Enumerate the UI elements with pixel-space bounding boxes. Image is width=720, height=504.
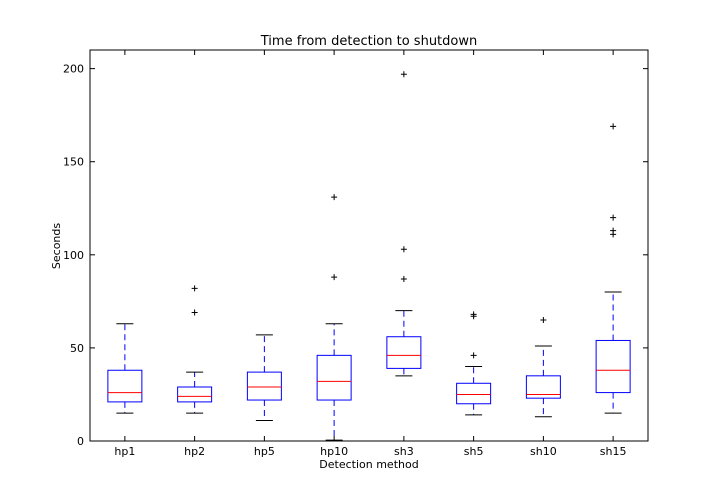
flier-point	[400, 71, 407, 78]
x-tick-label: hp2	[184, 445, 205, 458]
box-iqr	[456, 382, 492, 405]
flier-point	[610, 214, 617, 221]
flier-point	[610, 123, 617, 130]
plot-frame	[89, 49, 649, 442]
x-tick-label: sh10	[530, 445, 557, 458]
y-tick-label: 50	[70, 342, 84, 355]
box-iqr	[246, 371, 282, 401]
box-iqr	[595, 339, 631, 394]
x-tick-label: sh5	[464, 445, 484, 458]
flier-point	[191, 285, 198, 292]
y-tick-label: 0	[77, 435, 84, 448]
flier-point	[540, 316, 547, 323]
box-sh3	[386, 71, 422, 377]
x-tick-label: hp10	[320, 445, 348, 458]
box-sh5	[456, 311, 492, 416]
y-tick-label: 100	[63, 249, 84, 262]
x-axis-label: Detection method	[319, 458, 418, 471]
box-iqr	[316, 354, 352, 401]
flier-point	[331, 194, 338, 201]
box-iqr	[107, 369, 143, 403]
x-tick-label: sh3	[394, 445, 414, 458]
box-iqr	[525, 375, 561, 399]
x-tick-label: sh15	[600, 445, 627, 458]
box-iqr	[177, 386, 213, 403]
flier-point	[400, 276, 407, 283]
box-iqr	[386, 336, 422, 369]
box-hp5	[246, 334, 282, 422]
y-axis-label: Seconds	[50, 223, 63, 269]
box-hp2	[177, 285, 213, 414]
plot-area: 0 50 100 150 200 hp1 hp2 hp5 hp10 sh3 sh5 sh10 sh15	[63, 49, 649, 458]
box-hp1	[107, 323, 143, 414]
flier-point	[610, 227, 617, 234]
flier-point	[331, 274, 338, 281]
x-tick-label: hp5	[254, 445, 275, 458]
flier-point	[191, 309, 198, 316]
box-sh10	[525, 316, 561, 418]
x-tick-label: hp1	[114, 445, 135, 458]
y-tick-label: 150	[63, 156, 84, 169]
y-tick-label: 200	[63, 63, 84, 76]
flier-point	[470, 311, 477, 318]
flier-point	[400, 246, 407, 253]
box-sh15	[595, 123, 631, 414]
chart-title: Time from detection to shutdown	[260, 34, 477, 49]
flier-point	[470, 352, 477, 359]
box-hp10	[316, 194, 352, 441]
